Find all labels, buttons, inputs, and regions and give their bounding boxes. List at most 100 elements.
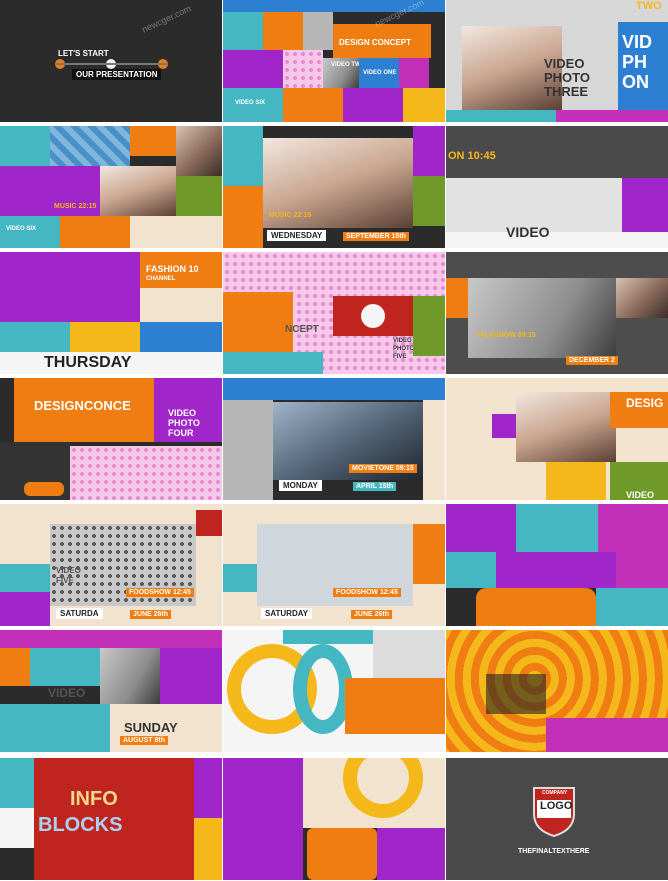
- block: [0, 352, 222, 374]
- top-two: TWO: [636, 0, 662, 12]
- block: [0, 126, 50, 166]
- block: [223, 88, 283, 122]
- date-label: SEPTEMBER 15th: [343, 232, 409, 241]
- block: [100, 648, 160, 704]
- frame-music-1[interactable]: MUSIC 22:15 VIDEO SIX: [0, 126, 222, 248]
- block: [34, 758, 194, 880]
- label-video: VIDEO: [393, 338, 412, 344]
- frame-music-wednesday[interactable]: MUSIC 22:15 WEDNESDAY SEPTEMBER 15th: [223, 126, 445, 248]
- frame-design-video[interactable]: DESIG VIDEO: [446, 378, 668, 500]
- block: [140, 288, 222, 322]
- block: [598, 504, 668, 552]
- frame-purple-yellow[interactable]: [223, 758, 445, 880]
- block: [0, 166, 100, 216]
- timeline-line: [55, 63, 168, 65]
- label-five: FIVE: [56, 576, 74, 585]
- date-label: AUGUST 8th: [120, 736, 168, 745]
- frame-info-blocks[interactable]: INFO BLOCKS: [0, 758, 222, 880]
- block: [446, 552, 496, 588]
- block: [223, 564, 257, 592]
- date-label: APRIL 15th: [353, 482, 397, 491]
- day-label: THURSDAY: [44, 354, 132, 371]
- day-label: SATURDA: [56, 608, 103, 619]
- frame-final-logo[interactable]: COMPANY LOGO THEFINALTEXTHERE: [446, 758, 668, 880]
- frame-talkshow[interactable]: TALKSHOW 09:15 DECEMBER 2: [446, 252, 668, 374]
- frame-blocks-colorful[interactable]: [446, 504, 668, 626]
- block: [468, 278, 616, 358]
- frame-fashion-thursday[interactable]: FASHION 10 CHANNEL THURSDAY: [0, 252, 222, 374]
- design-title: DESIG: [626, 396, 664, 410]
- frame-intro[interactable]: LET'S START OUR PRESENTATION newcger.com: [0, 0, 222, 122]
- block: [616, 552, 668, 588]
- design-title: DESIGNCONCE: [34, 398, 131, 413]
- block: [610, 392, 668, 428]
- frame-movietone-monday[interactable]: MOVIETONE 09:15 MONDAY APRIL 15th: [223, 378, 445, 500]
- block: [223, 378, 445, 400]
- frame-design-concept[interactable]: DESIGN CONCEPT VIDEO TWO VIDEO ONE VIDEO…: [223, 0, 445, 122]
- block: [0, 630, 222, 648]
- block: [413, 524, 445, 584]
- big-photo: PHOTO: [544, 70, 590, 85]
- channel-label: CHANNEL: [146, 276, 176, 282]
- frame-design-video-four[interactable]: DESIGNCONCE VIDEO PHOTO FOUR: [0, 378, 222, 500]
- frame-yellow-chevron[interactable]: [223, 630, 445, 752]
- block: [446, 504, 516, 552]
- block: [0, 648, 30, 686]
- circle-shape: [293, 644, 353, 734]
- block: [140, 252, 222, 288]
- block: [423, 400, 445, 500]
- block: [486, 674, 546, 714]
- frame-video-photo-three[interactable]: VIDEO PHOTO THREE VID PH ON TWO: [446, 0, 668, 122]
- block: [283, 50, 323, 88]
- frame-on-1045[interactable]: ON 10:45 VIDEO: [446, 126, 668, 248]
- block: [303, 12, 333, 50]
- frame-concept-heart[interactable]: NCEPT VIDEO PHOTO FIVE: [223, 252, 445, 374]
- frame-sunday[interactable]: VIDEO SUNDAY AUGUST 8th: [0, 630, 222, 752]
- movietone-time: MOVIETONE 09:15: [349, 464, 417, 473]
- block: [345, 678, 445, 734]
- block: [223, 126, 263, 186]
- block: [0, 704, 110, 752]
- day-label: WEDNESDAY: [267, 230, 327, 241]
- block: [446, 110, 556, 122]
- block: [223, 352, 323, 374]
- concept-word: NCEPT: [285, 324, 319, 335]
- block: [610, 462, 668, 500]
- block: [462, 26, 562, 110]
- side-vid: VID: [622, 32, 653, 52]
- block: [616, 278, 668, 318]
- info-title: INFO: [70, 788, 118, 810]
- block: [130, 216, 222, 248]
- label-video: VIDEO: [48, 686, 86, 700]
- block: [130, 126, 176, 156]
- block: [14, 378, 154, 442]
- label-photo: PHOTO: [393, 346, 415, 352]
- music-time: MUSIC 22:15: [269, 212, 312, 219]
- frame-foodshow-1[interactable]: VIDEO FIVE FOODSHOW 12:45 SATURDA JUNE 2…: [0, 504, 222, 626]
- block: [223, 50, 283, 88]
- block: [194, 818, 222, 880]
- block: [516, 392, 616, 462]
- blocks-title: BLOCKS: [38, 814, 123, 836]
- block: [0, 252, 140, 322]
- frame-foodshow-saturday[interactable]: FOODSHOW 12:45 SATURDAY JUNE 26th: [223, 504, 445, 626]
- day-label: SUNDAY: [124, 720, 178, 735]
- block: [60, 216, 130, 248]
- block: [622, 178, 668, 232]
- block: [413, 296, 445, 356]
- final-text: THEFINALTEXTHERE: [518, 848, 590, 855]
- block: [263, 138, 413, 228]
- block: [70, 322, 140, 352]
- foodshow-time: FOODSHOW 12:45: [126, 588, 194, 597]
- block: [283, 88, 343, 122]
- block: [373, 630, 445, 678]
- frame-orange-pattern[interactable]: [446, 630, 668, 752]
- label-five: FIVE: [393, 354, 407, 360]
- block: [596, 588, 668, 626]
- block: [446, 126, 668, 178]
- block: [556, 110, 668, 122]
- date-label: JUNE 26th: [130, 610, 172, 619]
- label-video: VIDEO: [56, 566, 81, 575]
- logo-text: LOGO: [540, 800, 573, 812]
- block: [333, 24, 431, 58]
